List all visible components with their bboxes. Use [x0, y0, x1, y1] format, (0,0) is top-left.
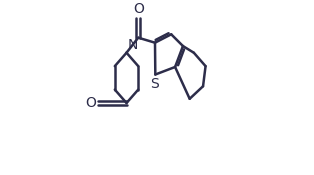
Text: S: S: [150, 77, 159, 91]
Text: O: O: [85, 96, 96, 110]
Text: O: O: [133, 2, 144, 16]
Text: N: N: [127, 38, 138, 52]
